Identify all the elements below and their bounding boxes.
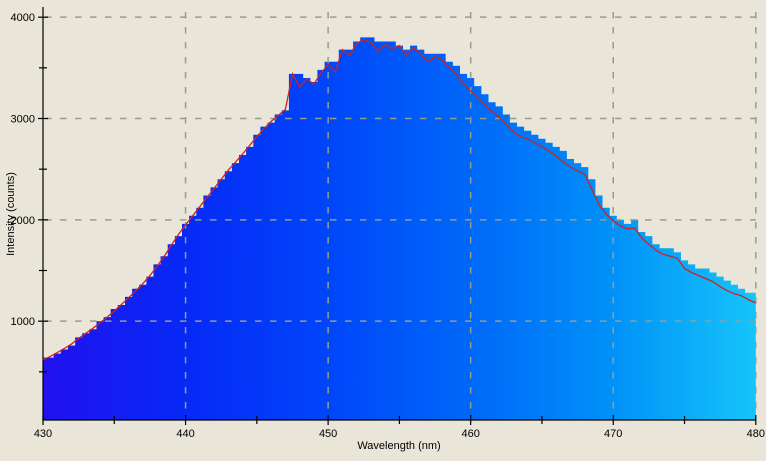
y-tick-label: 3000	[11, 114, 35, 126]
fill-layer	[43, 37, 756, 421]
x-tick-label: 440	[176, 428, 194, 440]
axes-and-ticks	[38, 7, 757, 425]
tick-label-layer: 430 440 450 460 470 480 1000 2000 3000 4000	[11, 12, 765, 440]
y-axis-title: Intensity (counts)	[5, 172, 17, 256]
x-axis-title: Wavelength (nm)	[357, 440, 440, 452]
y-tick-label: 4000	[11, 12, 35, 24]
x-tick-label: 460	[462, 428, 480, 440]
spectrum-fill-area	[43, 37, 756, 421]
spectrum-trace-layer	[42, 38, 757, 361]
y-tick-label: 1000	[11, 316, 35, 328]
x-tick-label: 430	[34, 428, 52, 440]
spectrum-trace-line	[42, 38, 757, 361]
y-tick-label: 2000	[11, 215, 35, 227]
x-tick-label: 480	[747, 428, 765, 440]
x-tick-label: 450	[319, 428, 337, 440]
x-tick-label: 470	[604, 428, 622, 440]
